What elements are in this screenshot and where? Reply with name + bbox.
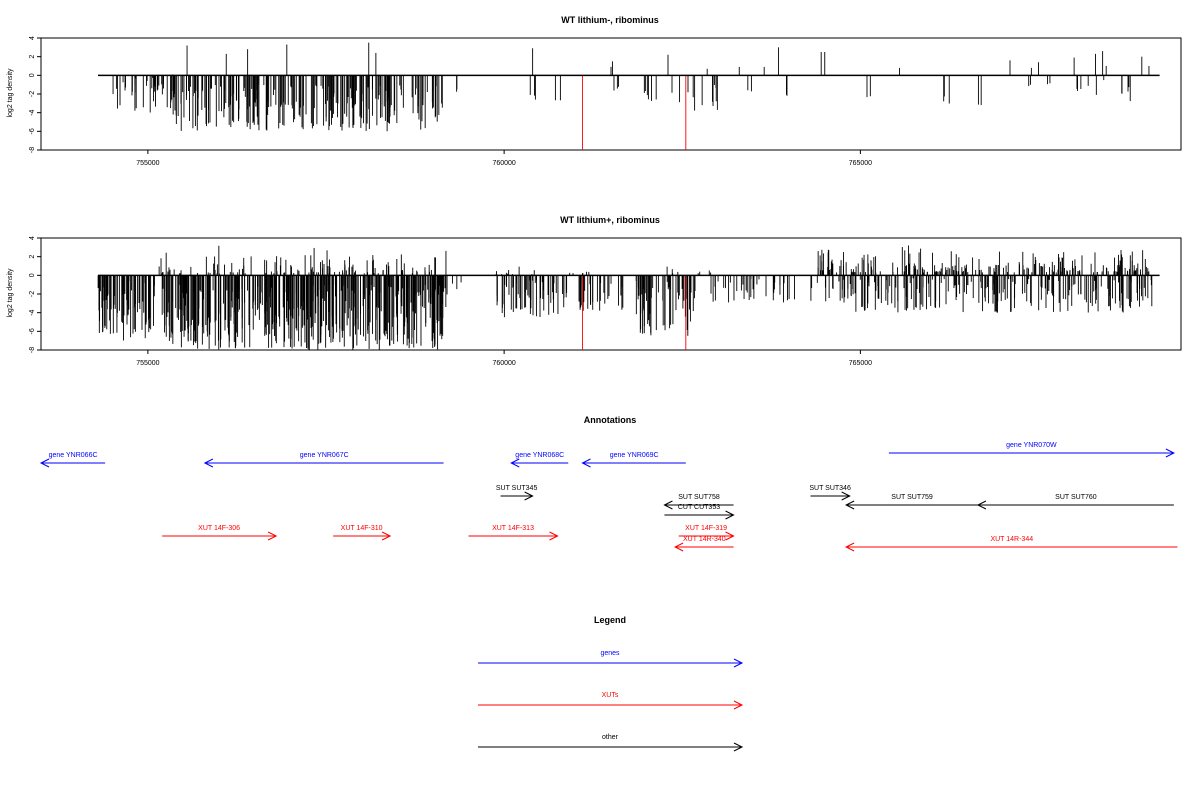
xut-label: XUT 14F-306 bbox=[198, 525, 240, 532]
x-tick-label: 760000 bbox=[492, 360, 515, 367]
x-tick-label: 755000 bbox=[136, 360, 159, 367]
x-tick-label: 765000 bbox=[849, 160, 872, 167]
legend-label: other bbox=[602, 734, 619, 741]
legend-label: XUTs bbox=[602, 692, 619, 699]
legend-panel: Legend genes XUTs other bbox=[478, 615, 744, 752]
other-arrow bbox=[500, 491, 534, 501]
xut-label: XUT 14R-344 bbox=[990, 536, 1033, 543]
xut-arrow bbox=[845, 542, 1178, 552]
bars bbox=[112, 42, 1150, 150]
xut-label: XUT 14F-319 bbox=[685, 525, 727, 532]
x-tick-label: 755000 bbox=[136, 160, 159, 167]
other-label: SUT SUT760 bbox=[1055, 494, 1097, 501]
gene-arrow bbox=[203, 458, 444, 468]
xut-arrow bbox=[674, 542, 734, 552]
other-label: CUT CUT353 bbox=[678, 504, 720, 511]
x-tick-label: 760000 bbox=[492, 160, 515, 167]
y-tick-label: 2 bbox=[29, 55, 36, 59]
y-tick-label: 4 bbox=[29, 236, 36, 240]
track-lithium-minus: WT lithium-, ribominus log2 tag density … bbox=[7, 15, 1182, 167]
legend-arrow bbox=[478, 658, 744, 668]
legend-label: genes bbox=[600, 650, 620, 657]
xut-arrow bbox=[162, 531, 278, 541]
track-title: WT lithium+, ribominus bbox=[560, 215, 660, 225]
track-title: WT lithium-, ribominus bbox=[561, 15, 659, 25]
other-arrow bbox=[845, 500, 978, 510]
other-arrow bbox=[976, 500, 1174, 510]
y-tick-label: 2 bbox=[29, 255, 36, 259]
other-label: SUT SUT345 bbox=[496, 485, 538, 492]
track-lithium-plus: WT lithium+, ribominus log2 tag density … bbox=[7, 215, 1182, 367]
gene-arrow bbox=[510, 458, 569, 468]
legend-arrow bbox=[478, 700, 744, 710]
plot-frame bbox=[40, 237, 1182, 351]
x-tick-label: 765000 bbox=[849, 360, 872, 367]
gene-label: gene YNR068C bbox=[515, 452, 564, 459]
y-tick-label: -2 bbox=[29, 291, 36, 297]
other-label: SUT SUT758 bbox=[678, 494, 720, 501]
xut-label: XUT 14R-340 bbox=[683, 536, 726, 543]
xut-arrow bbox=[678, 531, 735, 541]
y-axis-label: log2 tag density bbox=[7, 68, 14, 118]
xut-arrow bbox=[468, 531, 559, 541]
other-arrow bbox=[663, 500, 734, 510]
legend-title: Legend bbox=[594, 615, 626, 625]
gene-label: gene YNR066C bbox=[49, 452, 98, 459]
gene-label: gene YNR067C bbox=[300, 452, 349, 459]
xut-label: XUT 14F-310 bbox=[341, 525, 383, 532]
y-tick-label: -4 bbox=[29, 309, 36, 315]
y-tick-label: 0 bbox=[29, 273, 36, 277]
other-label: SUT SUT346 bbox=[809, 485, 851, 492]
xut-label: XUT 14F-313 bbox=[492, 525, 534, 532]
plot-frame bbox=[40, 37, 1182, 151]
other-arrow bbox=[810, 491, 851, 501]
xut-arrow bbox=[333, 531, 392, 541]
y-axis-label: log2 tag density bbox=[7, 268, 14, 318]
y-tick-label: -8 bbox=[29, 347, 36, 353]
gene-label: gene YNR070W bbox=[1006, 442, 1057, 449]
y-tick-label: -4 bbox=[29, 109, 36, 115]
y-tick-label: -6 bbox=[29, 128, 36, 134]
y-tick-label: -8 bbox=[29, 147, 36, 153]
y-tick-label: -2 bbox=[29, 91, 36, 97]
y-tick-label: 0 bbox=[29, 73, 36, 77]
annotations-panel: Annotations gene YNR066C gene YNR067C gene… bbox=[39, 415, 1178, 552]
y-tick-label: 4 bbox=[29, 36, 36, 40]
other-arrow bbox=[664, 510, 735, 520]
y-tick-label: -6 bbox=[29, 328, 36, 334]
gene-label: gene YNR069C bbox=[610, 452, 659, 459]
legend-arrow bbox=[478, 742, 744, 752]
other-label: SUT SUT759 bbox=[891, 494, 933, 501]
gene-arrow bbox=[581, 458, 686, 468]
bars bbox=[97, 245, 1153, 350]
gene-arrow bbox=[39, 458, 106, 468]
annotations-title: Annotations bbox=[584, 415, 637, 425]
gene-arrow bbox=[888, 448, 1175, 458]
